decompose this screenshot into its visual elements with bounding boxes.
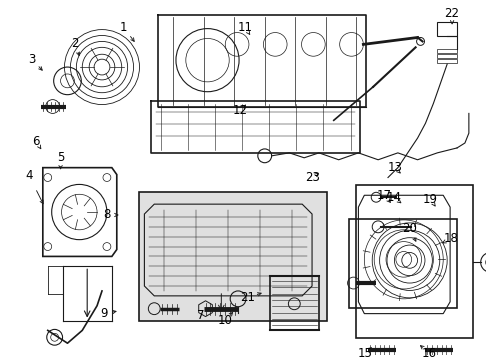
Text: 23: 23 [305, 171, 320, 184]
Text: 22: 22 [444, 7, 459, 20]
Text: 7: 7 [197, 309, 204, 322]
Text: 5: 5 [57, 151, 64, 164]
Text: 3: 3 [28, 53, 36, 66]
Text: 10: 10 [217, 314, 232, 327]
Text: 8: 8 [103, 208, 110, 221]
Text: 21: 21 [240, 291, 255, 304]
Text: 17: 17 [376, 189, 391, 202]
Text: 14: 14 [386, 191, 401, 204]
Text: 9: 9 [100, 307, 107, 320]
Bar [348, 219, 456, 308]
Bar [356, 185, 472, 338]
Text: 12: 12 [232, 104, 247, 117]
Text: 18: 18 [443, 232, 458, 245]
Text: 19: 19 [422, 193, 437, 206]
Text: 16: 16 [421, 347, 436, 360]
Bar [436, 49, 456, 53]
Text: 20: 20 [402, 222, 416, 235]
Bar [139, 192, 326, 320]
Bar [436, 22, 456, 36]
Text: 4: 4 [25, 169, 33, 182]
Text: 2: 2 [71, 37, 79, 50]
Bar [436, 54, 456, 58]
Text: 6: 6 [32, 135, 40, 148]
Bar [436, 59, 456, 63]
Text: 11: 11 [237, 21, 252, 34]
Text: 13: 13 [386, 161, 402, 174]
Text: 1: 1 [120, 21, 127, 34]
Bar [269, 276, 318, 330]
Text: 15: 15 [357, 347, 372, 360]
